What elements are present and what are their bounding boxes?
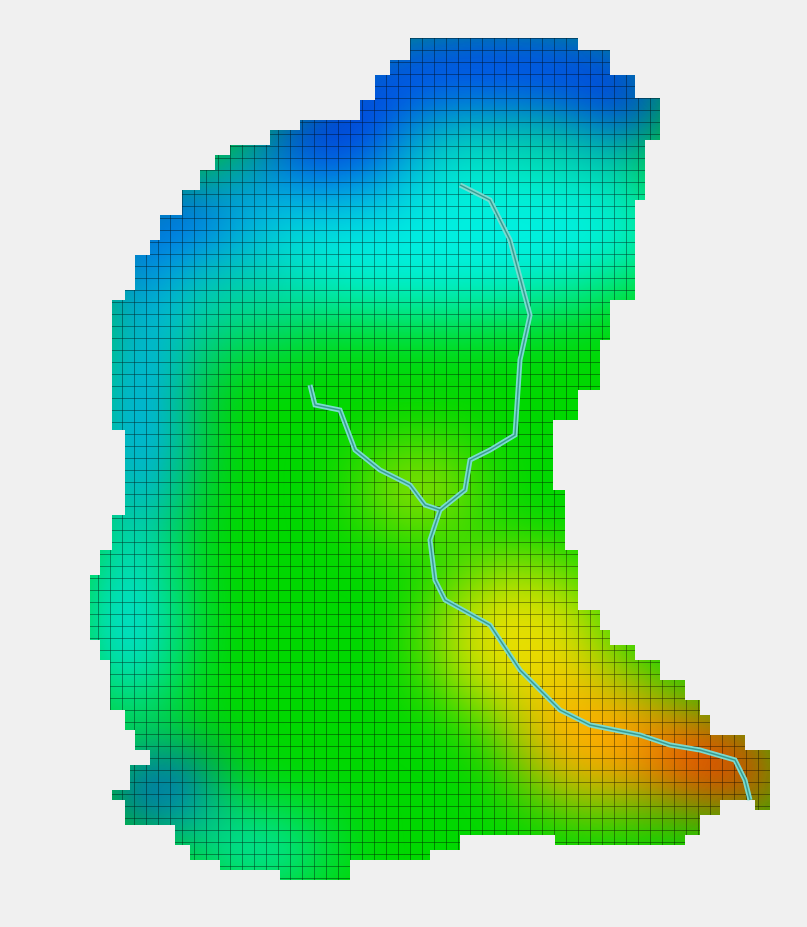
watershed-map bbox=[0, 0, 807, 927]
grid-surface bbox=[80, 10, 790, 890]
page bbox=[0, 0, 807, 927]
